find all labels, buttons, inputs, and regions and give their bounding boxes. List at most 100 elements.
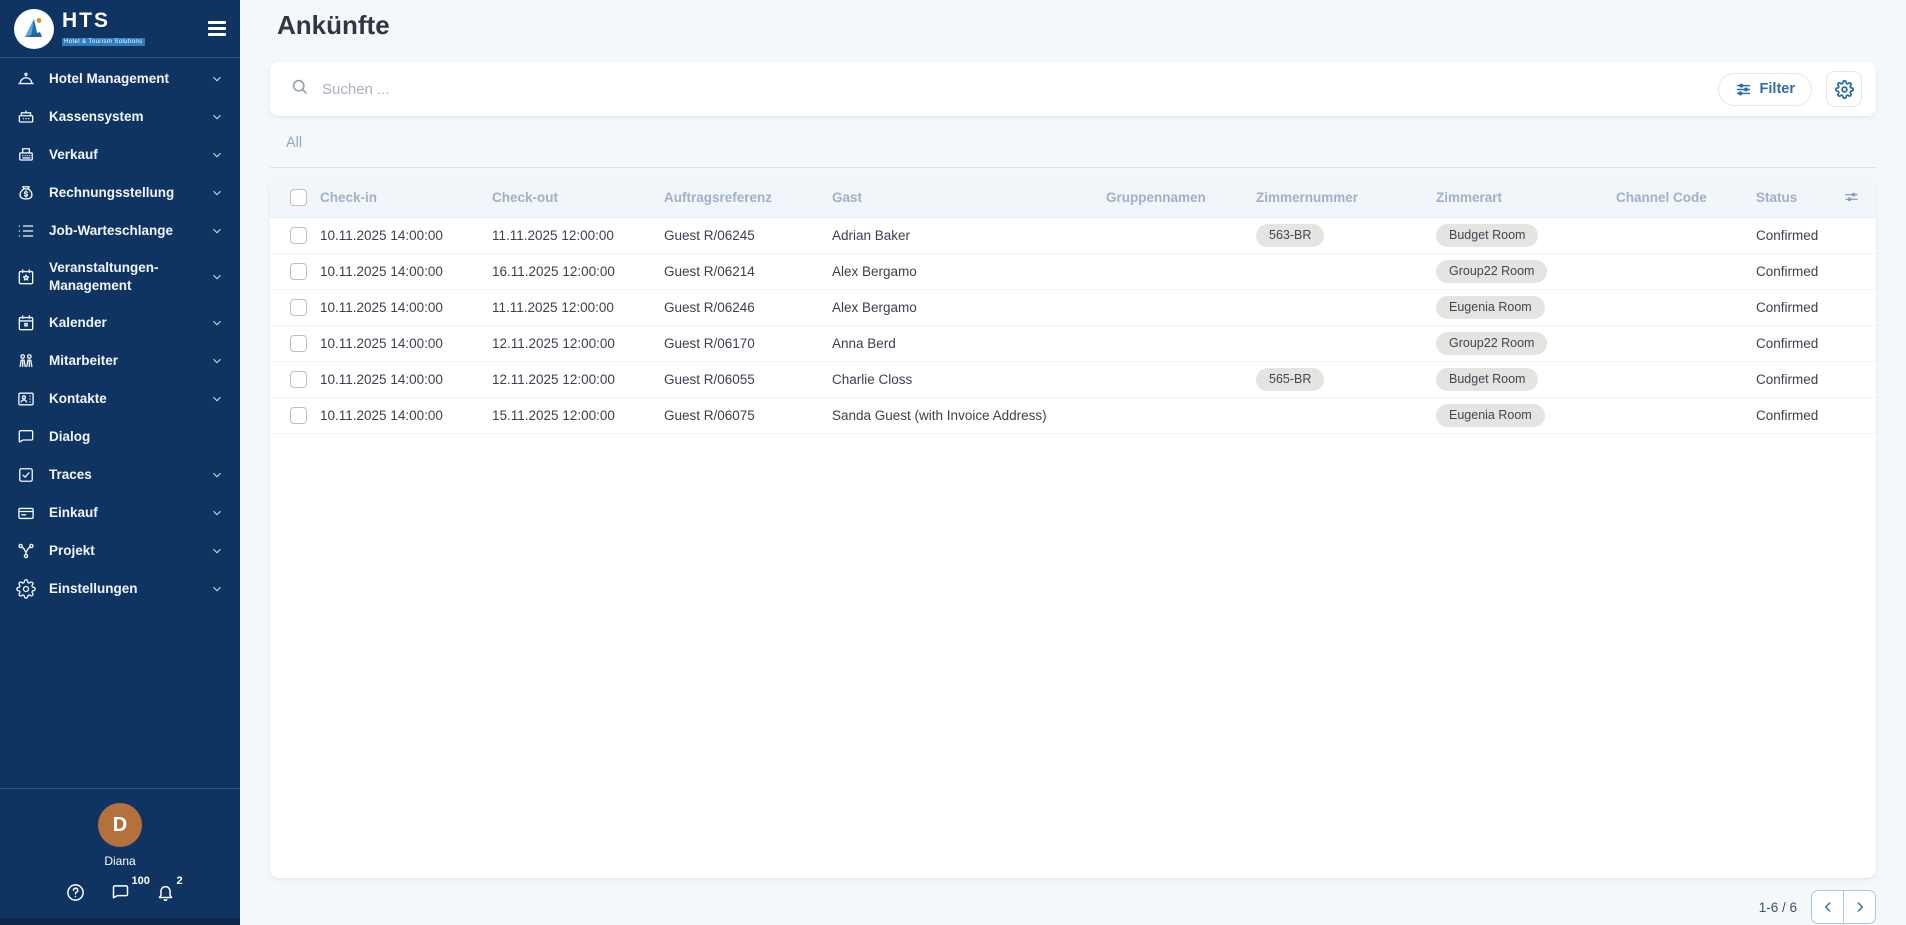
room-number-badge: 563-BR — [1256, 224, 1325, 247]
notification-count: 2 — [176, 875, 183, 887]
bell-icon[interactable]: 2 — [155, 875, 183, 908]
sidebar-item-job-warteschlange[interactable]: Job-Warteschlange — [0, 212, 240, 250]
select-all-checkbox[interactable] — [290, 189, 307, 206]
hamburger-icon[interactable] — [208, 18, 226, 39]
sidebar-item-traces[interactable]: Traces — [0, 456, 240, 494]
table-row[interactable]: 10.11.2025 14:00:00 12.11.2025 12:00:00 Gu… — [270, 326, 1876, 362]
cell-ref: Guest R/06170 — [664, 336, 755, 351]
chat-icon — [16, 427, 36, 447]
cell-status: Confirmed — [1756, 372, 1819, 387]
sidebar-item-einstellungen[interactable]: Einstellungen — [0, 570, 240, 608]
column-header-channel[interactable]: Channel Code — [1616, 190, 1707, 205]
column-header-check-in[interactable]: Check-in — [320, 190, 378, 205]
column-header-guest[interactable]: Gast — [832, 190, 863, 205]
chevron-down-icon — [210, 506, 224, 520]
sidebar-item-veranstaltungen-management[interactable]: Veranstaltungen-Management — [0, 250, 240, 304]
sidebar-item-label: Dialog — [49, 429, 91, 445]
help-icon[interactable] — [65, 882, 86, 908]
pagination-next-button[interactable] — [1843, 890, 1876, 924]
table-row[interactable]: 10.11.2025 14:00:00 15.11.2025 12:00:00 Gu… — [270, 398, 1876, 434]
sidebar-item-label: Kalender — [49, 315, 107, 331]
cell-guest: Adrian Baker — [832, 228, 911, 243]
cell-check-in: 10.11.2025 14:00:00 — [320, 228, 443, 243]
chevron-down-icon — [210, 270, 224, 284]
logo-subtitle: Hotel & Tourism Solutions — [62, 38, 145, 46]
cell-status: Confirmed — [1756, 228, 1819, 243]
sidebar-header: HTS Hotel & Tourism Solutions — [0, 0, 240, 58]
table-header-row: Check-in Check-out Auftragsreferenz Gast Gru… — [270, 178, 1876, 218]
column-header-status[interactable]: Status — [1756, 190, 1798, 205]
money-bag-icon — [16, 183, 36, 203]
table-settings-button[interactable] — [1826, 71, 1862, 107]
sidebar-item-label: Job-Warteschlange — [49, 222, 174, 238]
logo-text: HTS Hotel & Tourism Solutions — [62, 10, 145, 47]
row-checkbox[interactable] — [290, 371, 307, 388]
sidebar-item-projekt[interactable]: Projekt — [0, 532, 240, 570]
table-row[interactable]: 10.11.2025 14:00:00 16.11.2025 12:00:00 Gu… — [270, 254, 1876, 290]
user-name: Diana — [104, 854, 136, 868]
sidebar-item-label: Einkauf — [49, 505, 98, 521]
pos-terminal-icon — [16, 145, 36, 165]
cell-room-type: Budget Room — [1436, 224, 1616, 247]
filter-button[interactable]: Filter — [1717, 72, 1812, 106]
list-icon — [16, 221, 36, 241]
chat-icon[interactable]: 100 — [110, 875, 150, 908]
sidebar-item-einkauf[interactable]: Einkauf — [0, 494, 240, 532]
column-header-group[interactable]: Gruppennamen — [1106, 190, 1206, 205]
footer-icons: 100 2 — [65, 875, 183, 908]
row-checkbox[interactable] — [290, 335, 307, 352]
sidebar-nav: Hotel Management Kassensystem Verkauf Rechn… — [0, 58, 240, 608]
cell-guest: Alex Bergamo — [832, 264, 917, 279]
sidebar-item-label: Traces — [49, 467, 92, 483]
sidebar-item-label: Rechnungsstellung — [49, 184, 175, 200]
row-checkbox[interactable] — [290, 299, 307, 316]
cell-check-in: 10.11.2025 14:00:00 — [320, 336, 443, 351]
cell-room-number: 565-BR — [1256, 368, 1436, 391]
sidebar-item-kontakte[interactable]: Kontakte — [0, 380, 240, 418]
cell-guest: Sanda Guest (with Invoice Address) — [832, 408, 1047, 423]
sidebar-item-kassensystem[interactable]: Kassensystem — [0, 98, 240, 136]
column-sliders-icon[interactable] — [1843, 189, 1860, 206]
column-header-check-out[interactable]: Check-out — [492, 190, 559, 205]
calendar-icon — [16, 313, 36, 333]
tab-all[interactable]: All — [286, 135, 303, 151]
logo-title: HTS — [62, 9, 110, 32]
cell-room-type: Group22 Room — [1436, 260, 1616, 283]
pagination-prev-button[interactable] — [1811, 890, 1844, 924]
sidebar-item-label: Projekt — [49, 543, 95, 559]
tab-divider — [270, 167, 1876, 168]
sidebar-item-verkauf[interactable]: Verkauf — [0, 136, 240, 174]
column-header-room-number[interactable]: Zimmernummer — [1256, 190, 1359, 205]
cell-room-type: Group22 Room — [1436, 332, 1616, 355]
search-input[interactable] — [322, 80, 1718, 98]
cell-guest: Alex Bergamo — [832, 300, 917, 315]
main-content: Ankünfte Filter — [240, 0, 1906, 925]
sidebar-item-kalender[interactable]: Kalender — [0, 304, 240, 342]
sidebar-bottom-strip — [0, 918, 240, 925]
sidebar-item-label: Kontakte — [49, 391, 107, 407]
table-row[interactable]: 10.11.2025 14:00:00 12.11.2025 12:00:00 Gu… — [270, 362, 1876, 398]
table-row[interactable]: 10.11.2025 14:00:00 11.11.2025 12:00:00 Gu… — [270, 290, 1876, 326]
cell-check-in: 10.11.2025 14:00:00 — [320, 300, 443, 315]
column-header-room-type[interactable]: Zimmerart — [1436, 190, 1503, 205]
cell-status: Confirmed — [1756, 408, 1819, 423]
cell-check-in: 10.11.2025 14:00:00 — [320, 408, 443, 423]
cash-register-icon — [16, 107, 36, 127]
avatar[interactable]: D — [98, 803, 142, 847]
row-checkbox[interactable] — [290, 407, 307, 424]
column-header-ref[interactable]: Auftragsreferenz — [664, 190, 773, 205]
sidebar-item-rechnungsstellung[interactable]: Rechnungsstellung — [0, 174, 240, 212]
cell-guest: Anna Berd — [832, 336, 896, 351]
sidebar-item-hotel-management[interactable]: Hotel Management — [0, 60, 240, 98]
chevron-down-icon — [210, 316, 224, 330]
nodes-icon — [16, 541, 36, 561]
row-checkbox[interactable] — [290, 227, 307, 244]
cell-room-type: Eugenia Room — [1436, 404, 1616, 427]
table-row[interactable]: 10.11.2025 14:00:00 11.11.2025 12:00:00 Gu… — [270, 218, 1876, 254]
cell-room-type: Budget Room — [1436, 368, 1616, 391]
filter-button-label: Filter — [1759, 81, 1795, 97]
sidebar-item-dialog[interactable]: Dialog — [0, 418, 240, 456]
row-checkbox[interactable] — [290, 263, 307, 280]
room-number-badge: 565-BR — [1256, 368, 1325, 391]
sidebar-item-mitarbeiter[interactable]: Mitarbeiter — [0, 342, 240, 380]
